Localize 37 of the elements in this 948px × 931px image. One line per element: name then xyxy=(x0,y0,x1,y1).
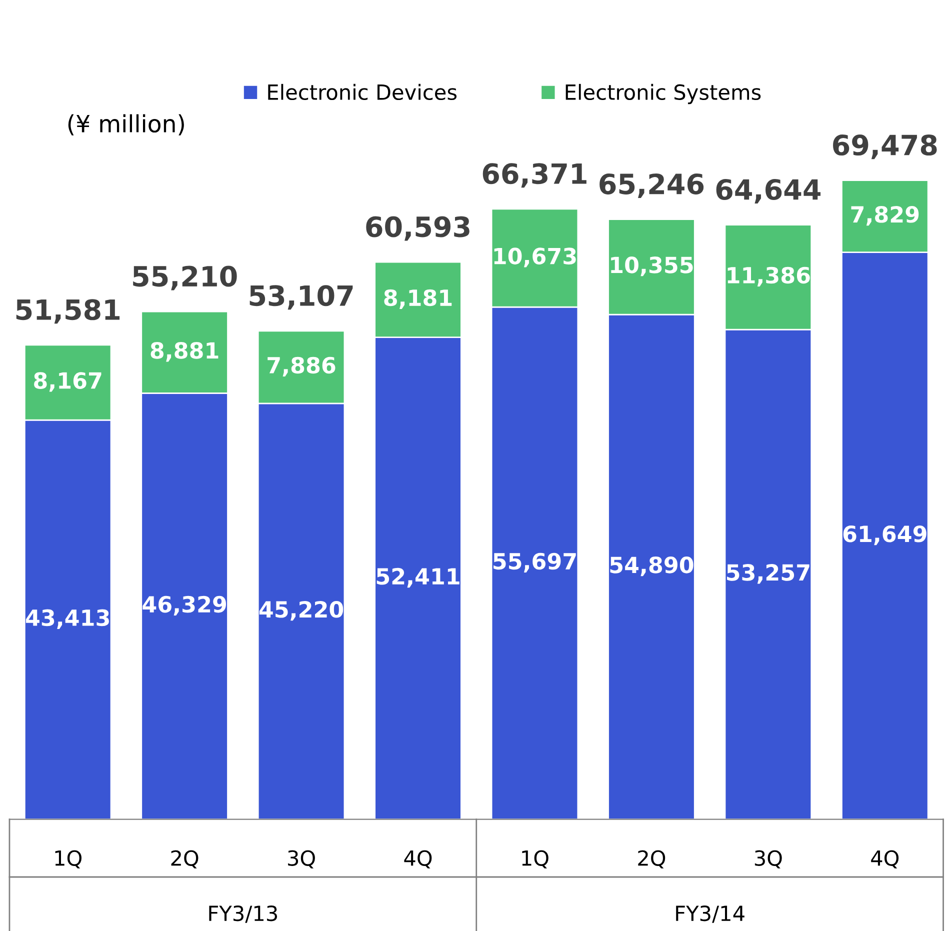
total-label: 64,644 xyxy=(716,179,820,204)
total-label: 69,478 xyxy=(833,134,937,160)
y-axis-title: (¥ million) xyxy=(68,114,184,136)
data-label: 8,167 xyxy=(34,372,102,392)
data-label: 45,220 xyxy=(259,600,344,621)
data-label: 52,411 xyxy=(376,568,460,588)
total-label: 53,107 xyxy=(250,285,353,310)
data-label: 61,649 xyxy=(843,525,926,546)
data-label: 53,257 xyxy=(727,564,810,584)
x-tick-label: 3Q xyxy=(288,850,315,868)
total-label: 65,246 xyxy=(600,173,704,198)
data-label: 10,673 xyxy=(494,248,576,268)
data-label: 11,386 xyxy=(728,266,810,286)
total-label: 55,210 xyxy=(133,266,237,290)
data-label: 10,355 xyxy=(611,256,693,276)
x-tick-label: 1Q xyxy=(55,850,82,868)
data-label: 7,886 xyxy=(268,356,336,376)
text: FY3/14 xyxy=(676,905,744,923)
data-label: 43,413 xyxy=(26,609,109,629)
data-label: 55,697 xyxy=(494,552,576,572)
x-tick-label: 3Q xyxy=(754,850,782,868)
legend-label: Electronic Devices xyxy=(268,84,457,100)
data-label: 8,181 xyxy=(384,289,452,309)
legend-label: Electronic Systems xyxy=(566,84,761,104)
data-label: 8,881 xyxy=(150,342,218,362)
x-tick-label: 2Q xyxy=(171,850,198,868)
total-label: 66,371 xyxy=(482,163,586,188)
data-label: 46,329 xyxy=(142,596,226,616)
x-tick-label: 1Q xyxy=(522,850,548,868)
data-label: 54,890 xyxy=(610,556,694,576)
x-tick-label: 4Q xyxy=(404,850,432,868)
x-tick-label: 2Q xyxy=(638,850,666,868)
total-label: 51,581 xyxy=(16,299,120,324)
data-label: 7,829 xyxy=(851,206,919,226)
text: FY3/13 xyxy=(209,905,278,923)
x-tick-label: 4Q xyxy=(871,850,899,868)
total-label: 60,593 xyxy=(366,216,470,241)
